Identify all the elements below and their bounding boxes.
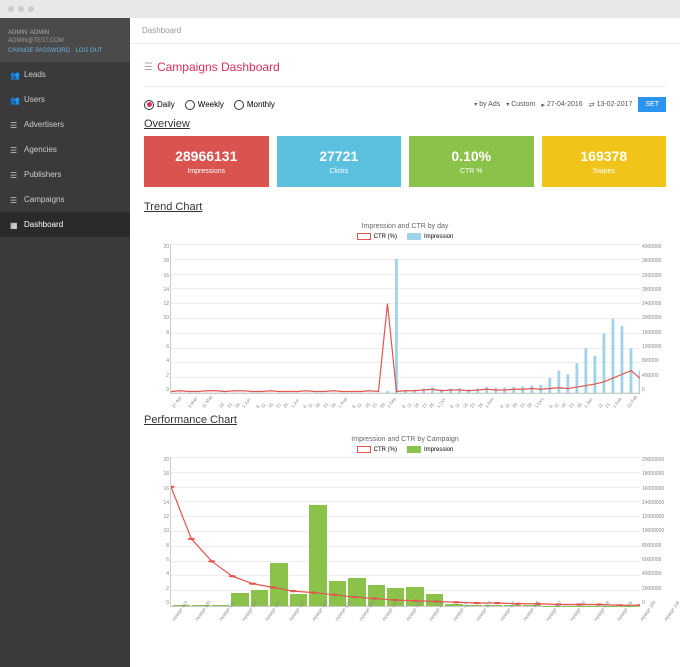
nav-label: Agencies — [24, 145, 57, 154]
nav-icon: ☰ — [10, 196, 18, 204]
set-button[interactable]: SET — [638, 97, 666, 112]
date-from[interactable]: ▸ 27-04-2016 — [541, 101, 582, 109]
nav-label: Leads — [24, 70, 46, 79]
legend-item: CTR (%) — [357, 446, 397, 453]
legend-swatch — [357, 446, 371, 453]
legend-item: Impression — [407, 446, 453, 453]
metric-value: 0.10% — [413, 148, 530, 164]
radio-dot-icon — [185, 100, 195, 110]
divider — [144, 86, 666, 87]
window-dot — [8, 6, 14, 12]
perf-title: Performance Chart — [144, 414, 666, 426]
nav-label: Campaigns — [24, 195, 64, 204]
nav-icon: ☰ — [10, 121, 18, 129]
overview-cards: 28966131 Impressions 27721 Clicks 0.10% CTR %… — [144, 136, 666, 187]
filter-range-select[interactable]: ▾Custom — [506, 101, 535, 108]
period-radios: Daily Weekly Monthly — [144, 100, 275, 110]
page-title-text: Campaigns Dashboard — [157, 60, 280, 74]
radio-label: Monthly — [247, 100, 275, 109]
date-to-value: 13-02-2017 — [597, 101, 633, 108]
user-role: ADMIN — [30, 30, 49, 36]
legend-swatch — [407, 446, 421, 453]
sidebar-header: ADMIN ADMIN ADMIN@TEST.COM CHANGE PASSWO… — [0, 18, 130, 62]
legend-swatch — [357, 233, 371, 240]
metric-label: Clicks — [281, 168, 398, 175]
radio-label: Weekly — [198, 100, 224, 109]
perf-chart: Impression and CTR by Campaign CTR (%) Im… — [144, 432, 666, 607]
main-content: Dashboard ☰ Campaigns Dashboard Daily We… — [130, 18, 680, 667]
trend-chart: Impression and CTR by day CTR (%) Impress… — [144, 219, 666, 394]
window-titlebar — [0, 0, 680, 18]
metric-value: 28966131 — [148, 148, 265, 164]
logout-link[interactable]: LOG OUT — [76, 48, 103, 54]
window-dot — [18, 6, 24, 12]
metric-card: 28966131 Impressions — [144, 136, 269, 187]
user-name: ADMIN — [8, 30, 27, 36]
nav-icon: 👥 — [10, 96, 18, 104]
perf-plot — [171, 457, 640, 606]
legend-label: Impression — [424, 447, 453, 453]
caret-icon: ▾ — [474, 101, 477, 108]
user-email: ADMIN@TEST.COM — [8, 38, 122, 44]
radio-dot-icon — [144, 100, 154, 110]
legend-label: Impression — [424, 234, 453, 240]
nav-icon: ▦ — [10, 221, 18, 229]
metric-label: CTR % — [413, 168, 530, 175]
change-password-link[interactable]: CHANGE PASSWORD — [8, 48, 70, 54]
filter-range-label: Custom — [511, 101, 535, 108]
nav-icon: 👥 — [10, 71, 18, 79]
sidebar-item-campaigns[interactable]: ☰ Campaigns — [0, 187, 130, 212]
sidebar-item-users[interactable]: 👥 Users — [0, 87, 130, 112]
sidebar-item-agencies[interactable]: ☰ Agencies — [0, 137, 130, 162]
trend-title: Trend Chart — [144, 201, 666, 213]
trend-legend: CTR (%) Impression — [144, 233, 666, 240]
nav-icon: ☰ — [10, 146, 18, 154]
nav-label: Users — [24, 95, 45, 104]
radio-daily[interactable]: Daily — [144, 100, 175, 110]
metric-label: Swipes — [546, 168, 663, 175]
radio-monthly[interactable]: Monthly — [234, 100, 275, 110]
radio-weekly[interactable]: Weekly — [185, 100, 224, 110]
metric-card: 0.10% CTR % — [409, 136, 534, 187]
legend-label: CTR (%) — [374, 234, 397, 240]
perf-chart-area: 20181614121086420 2000000018000000160000… — [170, 457, 640, 607]
nav-label: Advertisers — [24, 120, 64, 129]
overview-title: Overview — [144, 118, 666, 130]
perf-chart-title: Impression and CTR by Campaign — [144, 436, 666, 443]
swap-icon: ⇄ — [589, 101, 595, 109]
legend-label: CTR (%) — [374, 447, 397, 453]
date-to[interactable]: ⇄ 13-02-2017 — [589, 101, 633, 109]
trend-chart-title: Impression and CTR by day — [144, 223, 666, 230]
date-from-value: 27-04-2016 — [547, 101, 583, 108]
metric-card: 169378 Swipes — [542, 136, 667, 187]
perf-legend: CTR (%) Impression — [144, 446, 666, 453]
caret-icon: ▾ — [506, 101, 509, 108]
page-title: ☰ Campaigns Dashboard — [144, 54, 666, 80]
breadcrumb: Dashboard — [130, 18, 680, 44]
trend-chart-area: 20181614121086420 4000000360000032000002… — [170, 244, 640, 394]
sidebar-item-dashboard[interactable]: ▦ Dashboard — [0, 212, 130, 237]
filter-by-label: by Ads — [479, 101, 500, 108]
metric-label: Impressions — [148, 168, 265, 175]
sidebar-item-leads[interactable]: 👥 Leads — [0, 62, 130, 87]
window-dot — [28, 6, 34, 12]
sidebar: ADMIN ADMIN ADMIN@TEST.COM CHANGE PASSWO… — [0, 18, 130, 667]
metric-value: 169378 — [546, 148, 663, 164]
calendar-icon: ▸ — [541, 101, 545, 109]
list-icon: ☰ — [144, 62, 153, 73]
legend-swatch — [407, 233, 421, 240]
nav-label: Dashboard — [24, 220, 63, 229]
radio-label: Daily — [157, 100, 175, 109]
trend-plot — [171, 244, 640, 393]
metric-card: 27721 Clicks — [277, 136, 402, 187]
nav-icon: ☰ — [10, 171, 18, 179]
nav-label: Publishers — [24, 170, 61, 179]
metric-value: 27721 — [281, 148, 398, 164]
legend-item: Impression — [407, 233, 453, 240]
radio-dot-icon — [234, 100, 244, 110]
sidebar-item-publishers[interactable]: ☰ Publishers — [0, 162, 130, 187]
legend-item: CTR (%) — [357, 233, 397, 240]
sidebar-item-advertisers[interactable]: ☰ Advertisers — [0, 112, 130, 137]
filter-by-select[interactable]: ▾by Ads — [474, 101, 500, 108]
